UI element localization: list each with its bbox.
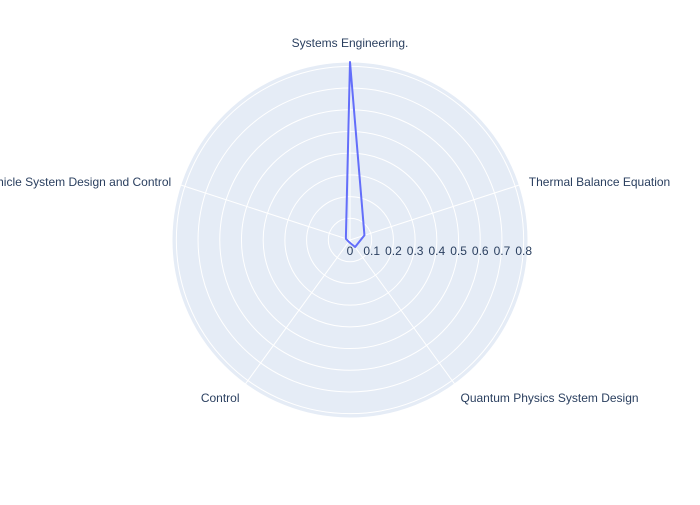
category-label-4: Vehicle System Design and Control [0,175,171,189]
category-label-1: Thermal Balance Equation [529,175,670,189]
radial-tick-label-2: 0.2 [385,244,402,258]
angular-gridline-2 [349,239,456,385]
angular-gridline-1 [349,184,520,241]
series-layer [344,61,366,249]
radial-tick-label-5: 0.5 [450,244,467,258]
label-layer: 0 0.1 0.2 0.3 0.4 0.5 0.6 0.7 0.8 Systems Enginee… [0,36,670,405]
radial-tick-label-0: 0 [347,244,354,258]
radial-tick-label-6: 0.6 [472,244,489,258]
radial-tick-label-8: 0.8 [515,244,532,258]
radial-tick-label-4: 0.4 [428,244,445,258]
radial-tick-label-7: 0.7 [494,244,511,258]
radial-tick-label-1: 0.1 [363,244,380,258]
angular-gridline-4 [180,184,351,241]
series-line-0 [344,61,366,249]
angular-gridline-3 [244,239,351,385]
category-label-0: Systems Engineering. [292,36,409,50]
radial-tick-label-3: 0.3 [407,244,424,258]
category-label-2: Quantum Physics System Design [461,391,639,405]
polar-grid-layer [171,61,529,419]
category-label-3: Control [201,391,240,405]
